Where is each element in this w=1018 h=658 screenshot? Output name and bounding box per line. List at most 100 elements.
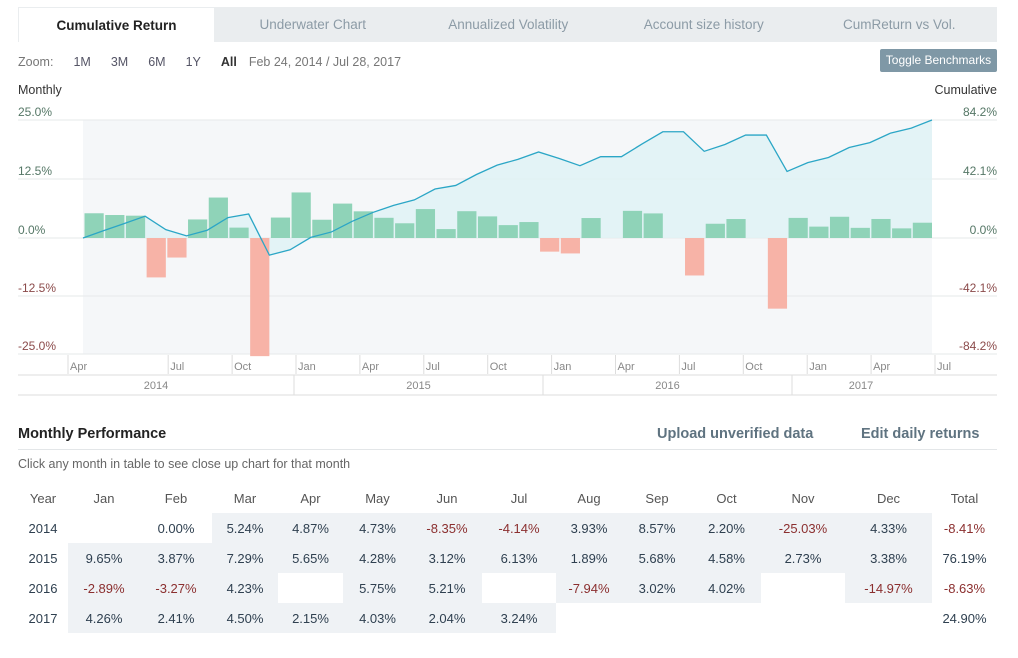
- monthly-return-bar: [685, 238, 705, 276]
- year-tick-label: 2017: [849, 380, 873, 392]
- toggle-benchmarks-button[interactable]: Toggle Benchmarks: [880, 49, 997, 72]
- month-cell[interactable]: 5.75%: [343, 573, 412, 603]
- month-cell[interactable]: 7.29%: [212, 543, 278, 573]
- right-tick-label: -42.1%: [959, 281, 997, 295]
- year-tick-label: 2014: [144, 380, 168, 392]
- tab-annualized-volatility[interactable]: Annualized Volatility: [448, 17, 569, 32]
- cumulative-area: [83, 119, 932, 256]
- month-cell[interactable]: 3.87%: [140, 543, 212, 573]
- month-cell[interactable]: 3.24%: [482, 603, 556, 633]
- column-header: Dec: [876, 490, 901, 506]
- year-cell: 2014: [28, 520, 58, 536]
- year-tick-label: 2016: [655, 380, 679, 392]
- month-cell[interactable]: 2.73%: [761, 543, 845, 573]
- month-cell: [68, 513, 140, 543]
- table-row: 2015 9.65% 3.87% 7.29% 5.65% 4.28% 3.12% 6.13% 1…: [18, 543, 997, 573]
- month-cell[interactable]: -2.89%: [68, 573, 140, 603]
- month-cell[interactable]: 0.00%: [157, 520, 195, 536]
- month-cell[interactable]: 4.33%: [845, 513, 932, 543]
- total-cell: -8.63%: [943, 580, 986, 596]
- month-cell[interactable]: 3.38%: [845, 543, 932, 573]
- month-cell[interactable]: 3.02%: [622, 573, 692, 603]
- total-cell: 76.19%: [942, 550, 987, 566]
- month-cell[interactable]: 6.13%: [482, 543, 556, 573]
- month-cell[interactable]: 2.15%: [278, 603, 343, 633]
- zoom-controls: Zoom: 1M 3M 6M 1Y All Feb 24, 2014 / Jul…: [18, 53, 421, 71]
- monthly-return-bar: [477, 216, 498, 238]
- month-cell[interactable]: 2.20%: [692, 513, 761, 543]
- month-cell[interactable]: -8.35%: [412, 513, 482, 543]
- month-cell[interactable]: 4.73%: [343, 513, 412, 543]
- month-cell[interactable]: 4.02%: [692, 573, 761, 603]
- month-cell[interactable]: 4.03%: [343, 603, 412, 633]
- monthly-return-bar: [291, 192, 311, 238]
- left-tick-label: 0.0%: [18, 223, 46, 237]
- monthly-return-bar: [229, 227, 249, 238]
- edit-daily-returns-link[interactable]: Edit daily returns: [861, 426, 980, 442]
- month-cell[interactable]: 9.65%: [68, 543, 140, 573]
- monthly-return-bar: [643, 213, 663, 238]
- tab-account-size-history[interactable]: Account size history: [643, 17, 764, 32]
- month-cell[interactable]: -7.94%: [556, 573, 622, 603]
- zoom-6m-button[interactable]: 6M: [148, 55, 166, 69]
- total-cell: 24.90%: [942, 610, 987, 626]
- month-tick-label: Oct: [745, 361, 762, 373]
- month-cell[interactable]: 5.68%: [622, 543, 692, 573]
- tab-cumulative-return[interactable]: Cumulative Return: [18, 7, 215, 42]
- tab-cumreturn-vs-vol[interactable]: CumReturn vs Vol.: [842, 17, 956, 32]
- month-tick-label: Jan: [554, 361, 572, 373]
- total-cell: -8.41%: [943, 520, 986, 536]
- month-tick-label: Apr: [362, 361, 379, 373]
- monthly-return-bar: [871, 218, 891, 238]
- month-cell: [761, 573, 845, 603]
- year-cell: 2016: [28, 580, 58, 596]
- zoom-3m-button[interactable]: 3M: [110, 55, 129, 69]
- month-cell[interactable]: 2.04%: [412, 603, 482, 633]
- month-cell[interactable]: 4.26%: [68, 603, 140, 633]
- monthly-return-bar: [167, 238, 187, 258]
- month-cell[interactable]: -4.14%: [482, 513, 556, 543]
- month-tick-label: Jul: [426, 361, 440, 373]
- month-cell[interactable]: 5.65%: [278, 543, 343, 573]
- month-cell[interactable]: 4.58%: [692, 543, 761, 573]
- month-cell[interactable]: 4.23%: [212, 573, 278, 603]
- right-tick-label: 84.2%: [963, 105, 997, 119]
- zoom-1y-button[interactable]: 1Y: [185, 55, 201, 69]
- month-cell[interactable]: 3.12%: [412, 543, 482, 573]
- tab-underwater-chart[interactable]: Underwater Chart: [259, 17, 367, 32]
- month-cell[interactable]: 5.21%: [412, 573, 482, 603]
- month-cell[interactable]: 2.41%: [140, 603, 212, 633]
- month-cell[interactable]: 4.87%: [278, 513, 343, 543]
- left-axis-title: Monthly: [18, 83, 62, 97]
- monthly-return-bar: [415, 209, 436, 238]
- table-row: 2016 -2.89% -3.27% 4.23% 5.75% 5.21% -7.94% 3.0…: [18, 573, 997, 603]
- left-tick-label: -12.5%: [18, 281, 56, 295]
- left-tick-label: 12.5%: [18, 164, 52, 178]
- monthly-return-bar: [208, 197, 228, 238]
- column-header: Sep: [645, 490, 669, 506]
- zoom-all-button[interactable]: All: [220, 55, 237, 69]
- year-cell: 2017: [28, 610, 58, 626]
- month-cell[interactable]: 5.24%: [212, 513, 278, 543]
- month-cell[interactable]: 1.89%: [556, 543, 622, 573]
- column-header: Total: [950, 490, 979, 506]
- monthly-return-bar: [809, 226, 829, 238]
- monthly-return-bar: [540, 238, 560, 252]
- month-cell[interactable]: -3.27%: [140, 573, 212, 603]
- month-tick-label: Oct: [490, 361, 507, 373]
- zoom-1m-button[interactable]: 1M: [73, 55, 91, 69]
- monthly-return-bar: [353, 211, 373, 238]
- table-row: 2014 0.00% 5.24% 4.87% 4.73% -8.35% -4.14% 3.93…: [18, 513, 997, 543]
- table-header: Year Jan Feb Mar Apr May Jun Jul Aug Sep Oct Nov Dec…: [18, 483, 997, 513]
- month-tick-label: Jul: [681, 361, 695, 373]
- monthly-return-bar: [498, 225, 518, 238]
- month-cell[interactable]: 8.57%: [622, 513, 692, 543]
- upload-unverified-data-link[interactable]: Upload unverified data: [657, 426, 814, 442]
- cumulative-return-chart[interactable]: 25.0% 84.2% 12.5% 42.1% 0.0% 0.0% -12.5% -42.1%…: [0, 0, 1018, 400]
- month-cell[interactable]: -25.03%: [761, 513, 845, 543]
- month-cell[interactable]: 4.50%: [212, 603, 278, 633]
- month-cell[interactable]: 4.28%: [343, 543, 412, 573]
- month-cell[interactable]: 3.93%: [556, 513, 622, 543]
- monthly-return-bar: [560, 238, 580, 254]
- month-cell[interactable]: -14.97%: [845, 573, 932, 603]
